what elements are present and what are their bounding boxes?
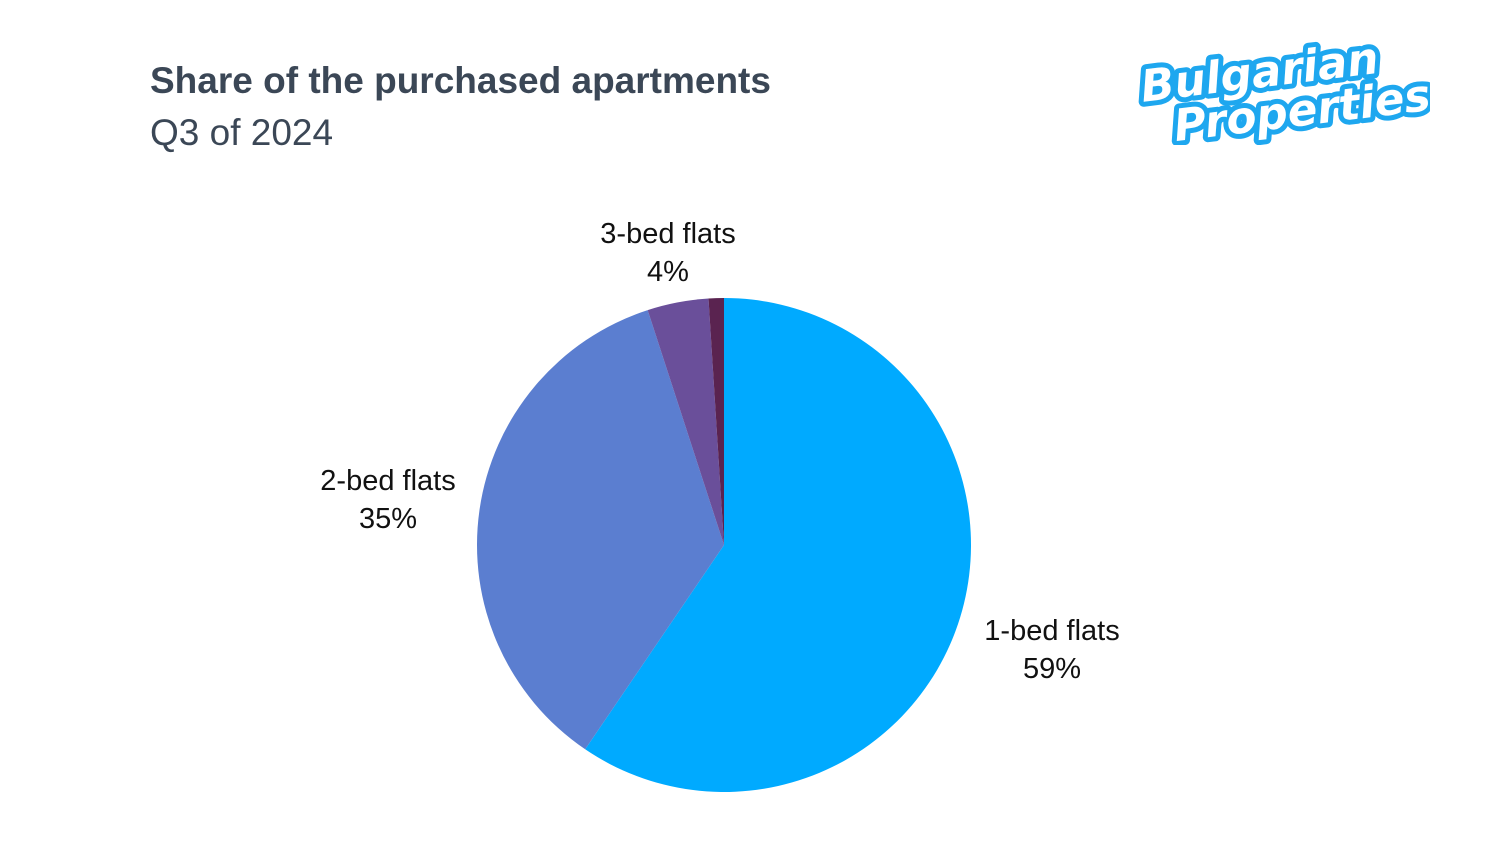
data-label: 2-bed flats 35% — [320, 462, 455, 538]
chart-subtitle: Q3 of 2024 — [150, 112, 334, 153]
data-label: 3-bed flats 4% — [600, 215, 735, 291]
pie-slice-2-bed-flats — [477, 310, 724, 750]
chart-title: Share of the purchased apartments — [150, 60, 771, 101]
pie-slice-other — [708, 298, 724, 545]
slice-value: 4% — [647, 256, 689, 288]
slice-value: 35% — [358, 503, 418, 535]
slice-name: 3-bed flats — [600, 218, 736, 250]
pie-slice-1-bed-flats — [585, 298, 971, 793]
slice-name: 1-bed flats — [984, 615, 1120, 647]
slice-name: 2-bed flats — [320, 465, 456, 497]
pie-slice-3-bed-flats — [647, 298, 724, 545]
bulgarian-properties-logo: Bulgarian Properties — [1133, 30, 1430, 145]
slice-value: 59% — [1022, 653, 1082, 685]
data-label: 1-bed flats 59% — [984, 612, 1119, 688]
